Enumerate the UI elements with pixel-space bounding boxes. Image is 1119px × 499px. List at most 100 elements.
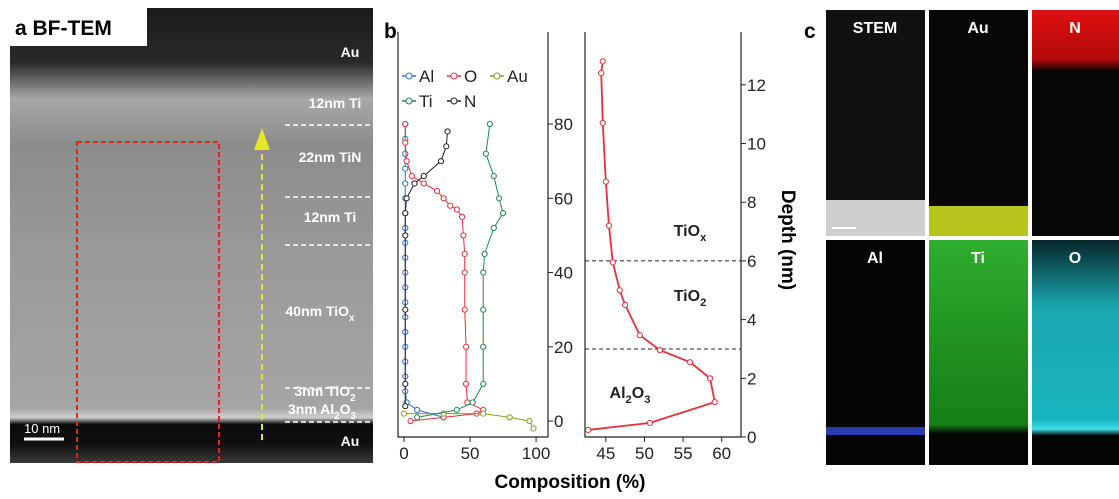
data-point <box>480 269 487 276</box>
data-point <box>414 414 421 421</box>
layer-label: 12nm Ti <box>309 95 362 111</box>
legend-marker <box>493 72 501 80</box>
text-part: Au <box>341 44 360 60</box>
text-part: O <box>340 401 351 417</box>
text-part: O <box>632 385 644 402</box>
x-tick-label: 55 <box>674 444 693 463</box>
map-ti <box>929 240 1028 465</box>
data-point <box>461 306 468 313</box>
region-label: TiO2 <box>674 288 707 309</box>
data-point <box>526 417 533 425</box>
data-point <box>480 343 487 350</box>
data-point <box>499 210 507 217</box>
series-line <box>417 123 504 418</box>
data-point <box>440 195 447 202</box>
subscript: x <box>700 232 707 244</box>
data-point <box>469 399 476 406</box>
text-part: Al <box>610 385 626 402</box>
y-tick-label: 10 <box>747 135 766 154</box>
region-label: TiOx <box>674 223 707 244</box>
data-point <box>482 150 489 157</box>
data-point <box>402 380 409 388</box>
x-tick-label: 100 <box>522 444 550 463</box>
data-point <box>402 139 409 146</box>
data-point <box>458 213 466 220</box>
layer-label: 3nm TiO2 <box>294 383 356 404</box>
y-tick-label: 6 <box>747 252 756 271</box>
text-part: 3nm Al <box>288 401 334 417</box>
data-point <box>420 180 427 187</box>
map-label: Al <box>867 250 883 267</box>
data-point <box>402 403 409 410</box>
data-point <box>609 259 616 266</box>
data-point <box>486 120 493 128</box>
data-point <box>433 187 441 194</box>
data-point <box>598 69 605 77</box>
data-point <box>443 143 450 150</box>
tem-image <box>10 8 373 463</box>
data-point <box>462 380 470 388</box>
map-stem-au <box>826 200 925 236</box>
data-point <box>447 202 454 209</box>
series-line <box>404 124 485 422</box>
data-point <box>490 172 497 180</box>
data-point <box>453 406 460 414</box>
legend-label: Au <box>507 67 528 86</box>
data-point <box>530 425 537 432</box>
data-point <box>462 343 470 350</box>
data-point <box>506 414 513 421</box>
data-point <box>408 172 415 180</box>
data-point <box>707 375 714 382</box>
data-point <box>480 380 487 388</box>
data-point <box>400 410 408 417</box>
data-point <box>411 180 418 187</box>
data-point <box>584 426 592 434</box>
subscript: 2 <box>626 394 632 406</box>
subscript: 3 <box>351 411 357 422</box>
y-axis-label: Depth (nm) <box>777 190 798 290</box>
data-point <box>480 306 487 313</box>
subscript: 2 <box>700 297 706 309</box>
y-tick-label: 80 <box>554 115 573 134</box>
subscript: x <box>349 313 355 324</box>
y-tick-label: 0 <box>747 428 756 447</box>
layer-label: Au <box>341 433 360 449</box>
x-tick-label: 45 <box>596 444 615 463</box>
data-point <box>437 158 445 165</box>
data-point <box>407 417 414 425</box>
data-point <box>490 224 497 232</box>
data-point <box>402 306 409 313</box>
map-label: O <box>1069 250 1081 267</box>
map-o <box>1032 240 1119 465</box>
data-point <box>414 406 421 414</box>
subscript: 2 <box>334 411 340 422</box>
x-tick-label: 0 <box>399 444 408 463</box>
label-box <box>10 8 147 46</box>
data-point <box>496 195 503 202</box>
data-point <box>402 210 409 217</box>
data-point <box>599 119 606 127</box>
text-part: 12nm Ti <box>309 95 362 111</box>
data-point <box>403 158 410 165</box>
subscript: 2 <box>350 393 356 404</box>
layer-label: 3nm Al2O3 <box>288 401 357 422</box>
axis-frame <box>397 32 549 438</box>
panel-b-label: b <box>384 20 397 43</box>
text-part: Au <box>341 433 360 449</box>
data-point <box>444 128 451 135</box>
x-tick-label: 50 <box>635 444 654 463</box>
y-tick-label: 0 <box>554 412 563 431</box>
legend-label: N <box>464 92 476 111</box>
y-tick-label: 8 <box>747 193 756 212</box>
y-tick-label: 40 <box>554 264 573 283</box>
map-al-layer <box>826 427 925 435</box>
data-point <box>420 172 427 180</box>
legend-marker <box>450 97 458 105</box>
data-point <box>461 269 468 276</box>
data-point <box>460 232 467 239</box>
layer-label: Au <box>341 44 360 60</box>
x-axis-label: Composition (%) <box>495 472 646 493</box>
y-tick-label: 60 <box>554 189 573 208</box>
